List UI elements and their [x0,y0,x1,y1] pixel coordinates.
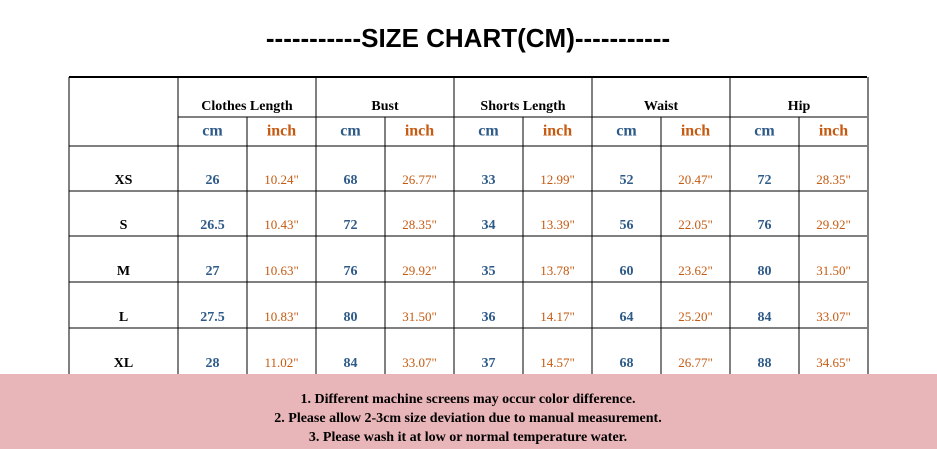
unit-header: inch [543,123,572,140]
cell: 22.05" [678,217,713,232]
cell: 84 [758,310,772,325]
size-label: M [117,264,130,279]
cell: 25.20" [678,309,713,324]
cell: 10.83" [264,309,299,324]
cell: 80 [758,264,772,279]
cell: 84 [344,356,358,371]
cell: 11.02" [264,355,298,370]
unit-header: inch [405,123,434,140]
cell: 36 [482,310,496,325]
cell: 14.57" [540,355,575,370]
cell: 88 [758,356,772,371]
unit-header: cm [202,123,223,140]
cell: 26 [206,173,220,188]
cell: 28 [206,356,220,371]
note: 3. Please wash it at low or normal tempe… [309,430,627,445]
group-header: Waist [644,99,679,114]
cell: 68 [620,356,634,371]
size-label: XS [115,173,133,188]
cell: 13.39" [540,217,575,232]
unit-header: cm [616,123,637,140]
unit-header: inch [267,123,296,140]
cell: 72 [758,173,772,188]
cell: 28.35" [816,172,851,187]
title: -----------SIZE CHART(CM)----------- [266,23,670,53]
cell: 26.77" [678,355,713,370]
cell: 10.43" [264,217,299,232]
cell: 26.77" [402,172,437,187]
group-header: Bust [371,99,399,114]
cell: 13.78" [540,263,575,278]
cell: 14.17" [540,309,575,324]
cell: 72 [344,218,358,233]
group-header: Shorts Length [480,99,565,114]
cell: 10.63" [264,263,299,278]
cell: 33 [482,173,496,188]
cell: 23.62" [678,263,713,278]
cell: 64 [620,310,634,325]
cell: 76 [344,264,358,279]
cell: 76 [758,218,772,233]
cell: 12.99" [540,172,575,187]
cell: 56 [620,218,634,233]
cell: 29.92" [816,217,851,232]
size-label: S [120,218,128,233]
cell: 27 [206,264,220,279]
size-label: L [119,310,128,325]
notes-panel [0,374,937,449]
cell: 60 [620,264,634,279]
cell: 33.07" [816,309,851,324]
size-label: XL [114,356,133,371]
unit-header: cm [340,123,361,140]
cell: 20.47" [678,172,713,187]
unit-header: inch [681,123,710,140]
cell: 31.50" [816,263,851,278]
cell: 34.65" [816,355,851,370]
cell: 68 [344,173,358,188]
cell: 34 [482,218,496,233]
cell: 31.50" [402,309,437,324]
cell: 80 [344,310,358,325]
cell: 27.5 [200,310,225,325]
cell: 35 [482,264,496,279]
group-header: Clothes Length [201,99,293,114]
note: 1. Different machine screens may occur c… [300,392,635,407]
note: 2. Please allow 2-3cm size deviation due… [274,411,661,426]
unit-header: cm [478,123,499,140]
group-header: Hip [788,99,811,114]
cell: 26.5 [200,218,225,233]
unit-header: cm [754,123,775,140]
cell: 10.24" [264,172,299,187]
cell: 28.35" [402,217,437,232]
cell: 37 [482,356,496,371]
cell: 52 [620,173,634,188]
cell: 33.07" [402,355,437,370]
cell: 29.92" [402,263,437,278]
unit-header: inch [819,123,848,140]
